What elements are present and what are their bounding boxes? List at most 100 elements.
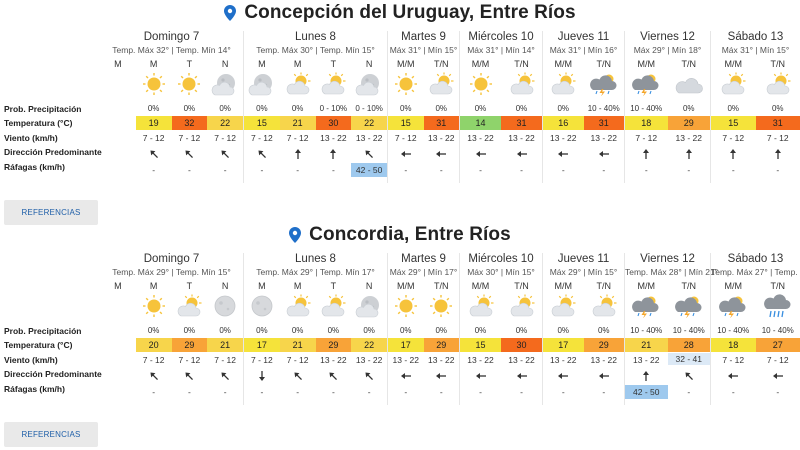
sun-icon (430, 295, 453, 317)
slot-label: T/N (596, 281, 612, 291)
slot-row: M/M 0% 16 13 - 22 - T/N 10 - 40% 31 13 - 22 - (543, 59, 624, 183)
time-slot: N 0 - 10% 22 13 - 22 42 - 50 (351, 59, 387, 183)
wind-speed: 13 - 22 (467, 355, 494, 365)
precip-prob: 0% (291, 104, 304, 113)
slot-label: T/N (514, 59, 529, 69)
wind-speed: 7 - 12 (214, 355, 236, 365)
wind-speed: 7 - 12 (722, 133, 745, 143)
temperature-cell: 21 (279, 116, 316, 130)
wind-speed: 32 - 41 (667, 353, 710, 365)
day-column: Miércoles 10 Máx 31° | Mín 14° M/M 0% 14 13 -… (459, 31, 542, 183)
day-min-max: Máx 30° | Mín 15° (467, 267, 535, 277)
sun-cloud-icon (721, 72, 746, 95)
label-temp: Temperatura (°C) (4, 340, 73, 350)
wind-direction-arrow-icon (643, 371, 650, 381)
temperature-cell: 29 (423, 338, 459, 352)
day-name: Lunes 8 (295, 31, 336, 43)
city-name: Concepción del Uruguay, Entre Ríos (244, 2, 576, 23)
precip-prob: 0% (597, 326, 610, 335)
day-column: Domingo 7 Temp. Máx 32° | Temp. Mín 14° M M… (100, 31, 243, 183)
city-name: Concordia, Entre Ríos (309, 224, 511, 245)
location-pin-icon (289, 227, 302, 243)
slot-label: T (330, 59, 337, 69)
time-slot: M 0% 21 7 - 12 - (279, 281, 316, 405)
precip-prob: 0% (219, 326, 231, 335)
label-precip: Prob. Precipitación (4, 104, 82, 114)
slot-label: M (149, 59, 158, 69)
gust-speed: - (479, 387, 482, 397)
wind-direction-arrow-icon (400, 373, 411, 379)
precip-prob: 0% (727, 104, 740, 113)
temperature-cell: 14 (460, 116, 501, 130)
time-slot: T/N 0% 29 13 - 22 - (583, 281, 624, 405)
precip-prob: 0% (399, 326, 412, 335)
time-slot: M (100, 59, 136, 183)
gust-speed: - (561, 165, 565, 175)
time-slot: M 0% 17 7 - 12 - (244, 281, 280, 405)
label-gusts: Ráfagas (km/h) (4, 384, 65, 394)
time-slot: T 0% 32 7 - 12 - (171, 59, 208, 183)
temperature-cell: 15 (244, 116, 280, 130)
precip-prob: 0% (256, 104, 268, 113)
wind-direction-arrow-icon (329, 372, 338, 380)
slot-label: T/N (770, 59, 786, 69)
wind-speed: 13 - 22 (320, 133, 347, 143)
gust-speed: - (331, 387, 335, 397)
wind-speed: 13 - 22 (633, 355, 660, 365)
sun-cloud-icon (510, 72, 534, 95)
gust-speed: - (602, 387, 606, 397)
slot-row: M 0% 15 7 - 12- M 0% 21 7 - 12- T 0 - 10% 30 13 - 2… (244, 59, 387, 183)
day-name: Domingo 7 (143, 31, 200, 43)
day-name: Miércoles 10 (468, 253, 534, 265)
references-button[interactable]: REFERENCIAS (4, 200, 98, 225)
precip-prob: 0% (256, 326, 268, 335)
time-slot: N 0% 22 13 - 22 - (351, 281, 387, 405)
temperature-cell: 21 (207, 338, 243, 352)
wind-speed: 7 - 12 (251, 355, 273, 365)
slot-label: T (186, 281, 193, 291)
day-min-max: Máx 31° | Mín 15° (721, 45, 790, 55)
time-slot: M/M 10 - 40% 18 7 - 12 - (625, 59, 668, 183)
slot-row: M/M 0% 17 13 - 22 - T/N 0% 29 13 - 22 - (388, 281, 459, 405)
slot-label: M/M (637, 59, 656, 69)
slot-label: M (293, 59, 302, 69)
slot-label: M/M (724, 59, 743, 69)
day-name: Sábado 13 (727, 253, 784, 265)
temperature-cell: 31 (423, 116, 459, 130)
day-column: Sábado 13 Temp. Máx 27° | Temp. Mín 15° M/… (710, 253, 800, 405)
day-name: Jueves 11 (557, 31, 610, 43)
wind-speed: 13 - 22 (508, 133, 535, 143)
time-slot: M (100, 281, 136, 405)
slot-label: M/M (471, 59, 490, 69)
sun-icon (469, 73, 492, 95)
day-column: Viernes 12 Temp. Máx 28° | Mín 21° M/M 10 -… (624, 253, 718, 405)
day-column: Sábado 13 Máx 31° | Mín 15° M/M 0% 15 7 - 12 -… (710, 31, 800, 183)
temperature-cell: 21 (625, 338, 668, 352)
slot-label: T/N (514, 281, 529, 291)
slot-label: M (258, 59, 266, 69)
gust-speed: - (187, 165, 191, 175)
temperature-cell: 17 (388, 338, 424, 352)
temperature-cell: 16 (543, 116, 584, 130)
time-slot: T 0% 29 13 - 22 - (315, 281, 352, 405)
wind-direction-arrow-icon (516, 151, 527, 157)
precip-prob: 10 - 40% (717, 326, 750, 335)
time-slot: N 0% 22 7 - 12 - (207, 59, 243, 183)
gust-speed: - (520, 387, 523, 397)
gust-speed: - (687, 165, 691, 175)
day-grid: Domingo 7 Temp. Máx 29° | Temp. Mín 15° M M… (100, 253, 800, 405)
gust-speed: - (152, 387, 156, 397)
wind-speed: 13 - 22 (675, 133, 702, 143)
sun-cloud-icon (178, 294, 202, 317)
gust-speed: - (520, 165, 523, 175)
slot-label: T/N (770, 281, 786, 291)
wind-direction-arrow-icon (294, 372, 302, 380)
slot-label: N (221, 59, 229, 69)
wind-direction-arrow-icon (365, 372, 374, 380)
day-name: Sábado 13 (727, 31, 784, 43)
references-button[interactable]: REFERENCIAS (4, 422, 98, 447)
slot-label: M/M (397, 59, 415, 69)
precip-prob: 0% (474, 326, 487, 335)
time-slot: N 0% 21 7 - 12 - (207, 281, 243, 405)
wind-direction-arrow-icon (400, 151, 411, 157)
